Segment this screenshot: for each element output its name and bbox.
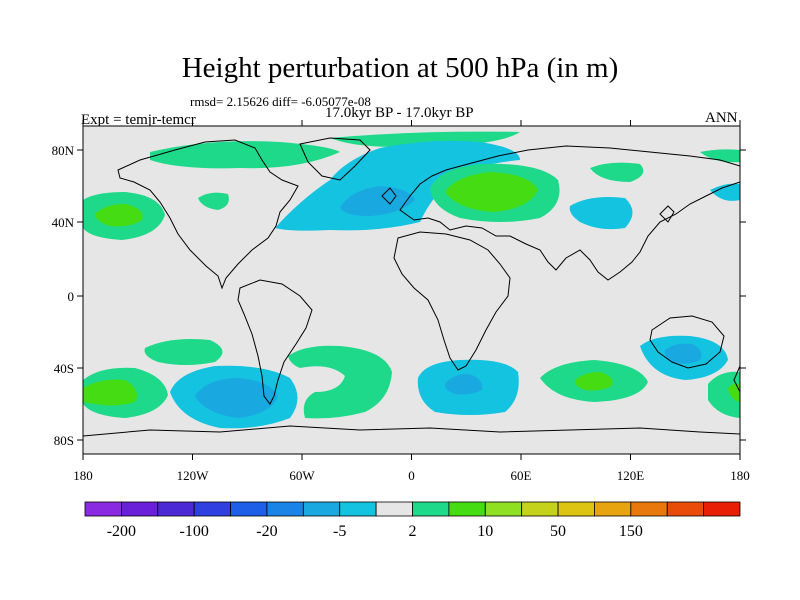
anomaly-siberia-positive <box>590 162 644 182</box>
colorbar-swatch <box>557 501 595 517</box>
colorbar: -200 -100 -20 -5 2 10 50 150 <box>84 501 741 540</box>
anomaly-north-pacific-core <box>95 204 143 227</box>
lon-tick-label: 120W <box>177 468 210 483</box>
anomaly-eurasia-core <box>445 172 538 212</box>
colorbar-swatch <box>484 501 523 517</box>
colorbar-swatch <box>630 501 668 517</box>
lon-tick-label: 120E <box>617 468 645 483</box>
anomaly-east-asia-negative <box>569 197 633 230</box>
colorbar-swatch <box>120 501 159 517</box>
colorbar-swatch <box>339 501 377 517</box>
colorbar-swatch <box>521 501 559 517</box>
season-label: ANN <box>705 110 738 126</box>
plot-title: Height perturbation at 500 hPa (in m) <box>181 52 619 84</box>
colorbar-swatch <box>157 501 195 517</box>
colorbar-label: -20 <box>256 523 277 540</box>
colorbar-swatch <box>84 501 122 517</box>
colorbar-label: -100 <box>180 523 209 540</box>
colorbar-swatch <box>448 501 486 517</box>
anomaly-north-atlantic-negative <box>275 140 520 231</box>
anomaly-south-pacific-west-core <box>83 379 138 406</box>
lon-tick-label: 60E <box>511 468 532 483</box>
anomaly-north-america-positive <box>198 192 229 210</box>
longitude-axis: 180 120W 60W 0 60E 120E 180 <box>73 120 750 483</box>
british-isles-outline <box>381 187 397 205</box>
anomaly-arctic-positive <box>150 141 340 169</box>
eurasia-outline <box>399 145 740 281</box>
colorbar-swatch <box>412 501 450 517</box>
colorbar-swatch <box>375 501 413 517</box>
colorbar-label: -5 <box>333 523 346 540</box>
greenland-outline <box>299 137 371 181</box>
colorbar-label: 2 <box>409 523 417 540</box>
period-label: 17.0kyr BP - 17.0kyr BP <box>325 105 474 121</box>
anomaly-south-pacific-core <box>195 378 278 418</box>
anomaly-south-pacific-positive <box>144 339 223 365</box>
japan-outline <box>659 205 675 223</box>
north-america-outline <box>117 139 299 290</box>
colorbar-swatch <box>230 501 268 517</box>
colorbar-label: 10 <box>477 523 493 540</box>
lat-tick-label: 40N <box>52 215 75 230</box>
new-zealand-outline <box>733 365 740 393</box>
experiment-label: Expt = temjr-temcr <box>81 112 196 128</box>
lon-tick-label: 180 <box>73 468 93 483</box>
colorbar-swatch <box>302 501 341 517</box>
anomaly-bering-positive <box>700 149 740 163</box>
australia-outline <box>649 315 725 369</box>
colorbar-label: 50 <box>550 523 566 540</box>
anomaly-north-pacific-negative <box>710 183 740 201</box>
colorbar-swatch <box>193 501 231 517</box>
colorbar-label: -200 <box>107 523 136 540</box>
lat-tick-label: 0 <box>68 289 75 304</box>
coastlines <box>83 137 740 437</box>
south-america-outline <box>237 279 313 405</box>
anomaly-fields <box>83 131 740 429</box>
africa-outline <box>393 231 511 371</box>
colorbar-swatch <box>266 501 304 517</box>
colorbar-swatch <box>594 501 632 517</box>
anomaly-australia-core <box>664 343 702 364</box>
antarctica-outline <box>83 425 740 437</box>
lon-tick-label: 60W <box>289 468 315 483</box>
colorbar-swatch <box>666 501 705 517</box>
anomaly-south-atlantic-positive <box>288 345 392 419</box>
colorbar-swatch <box>703 501 741 517</box>
latitude-axis: 80N 40N 0 40S 80S <box>52 143 746 448</box>
anomaly-south-indian-core <box>444 374 483 395</box>
anomaly-north-atlantic-core <box>340 186 415 216</box>
anomaly-southwest-pacific-positive <box>708 371 740 418</box>
lon-tick-label: 180 <box>730 468 750 483</box>
lat-tick-label: 40S <box>54 361 74 376</box>
lat-tick-label: 80N <box>52 143 75 158</box>
anomaly-indian-ocean-core <box>574 372 613 391</box>
lon-tick-label: 0 <box>408 468 415 483</box>
colorbar-label: 150 <box>619 523 643 540</box>
anomaly-southwest-pacific-core <box>728 383 740 402</box>
lat-tick-label: 80S <box>54 433 74 448</box>
rmsd-stat: rmsd= 2.15626 diff= -6.05077e-08 <box>190 94 371 109</box>
